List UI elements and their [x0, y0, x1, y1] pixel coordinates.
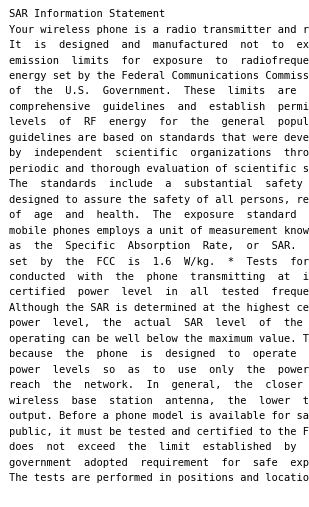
Text: guidelines are based on standards that were developed: guidelines are based on standards that w…	[9, 133, 309, 143]
Text: set  by  the  FCC  is  1.6  W/kg.  *  Tests  for  SAR  are: set by the FCC is 1.6 W/kg. * Tests for …	[9, 257, 309, 267]
Text: SAR Information Statement: SAR Information Statement	[9, 9, 166, 19]
Text: periodic and thorough evaluation of scientific studies.: periodic and thorough evaluation of scie…	[9, 164, 309, 174]
Text: wireless  base  station  antenna,  the  lower  the  power: wireless base station antenna, the lower…	[9, 395, 309, 406]
Text: energy set by the Federal Communications Commission: energy set by the Federal Communications…	[9, 71, 309, 81]
Text: certified  power  level  in  all  tested  frequency  bands.: certified power level in all tested freq…	[9, 287, 309, 298]
Text: Although the SAR is determined at the highest certified: Although the SAR is determined at the hi…	[9, 303, 309, 313]
Text: designed to assure the safety of all persons, regardless: designed to assure the safety of all per…	[9, 195, 309, 205]
Text: reach  the  network.  In  general,  the  closer  you  are  to  a: reach the network. In general, the close…	[9, 380, 309, 390]
Text: conducted  with  the  phone  transmitting  at  its  highest: conducted with the phone transmitting at…	[9, 272, 309, 282]
Text: output. Before a phone model is available for sale to the: output. Before a phone model is availabl…	[9, 411, 309, 421]
Text: levels  of  RF  energy  for  the  general  population.  The: levels of RF energy for the general popu…	[9, 117, 309, 127]
Text: by  independent  scientific  organizations  through: by independent scientific organizations …	[9, 148, 309, 158]
Text: Your wireless phone is a radio transmitter and receiver.: Your wireless phone is a radio transmitt…	[9, 24, 309, 34]
Text: of  the  U.S.  Government.  These  limits  are  part  of: of the U.S. Government. These limits are…	[9, 86, 309, 96]
Text: The tests are performed in positions and locations (e.g.,: The tests are performed in positions and…	[9, 473, 309, 483]
Text: emission  limits  for  exposure  to  radiofrequency  (RF): emission limits for exposure to radiofre…	[9, 55, 309, 65]
Text: because  the  phone  is  designed  to  operate  at  multiple: because the phone is designed to operate…	[9, 349, 309, 359]
Text: does  not  exceed  the  limit  established  by  the: does not exceed the limit established by…	[9, 442, 309, 452]
Text: It  is  designed  and  manufactured  not  to  exceed  the: It is designed and manufactured not to e…	[9, 40, 309, 50]
Text: power  levels  so  as  to  use  only  the  power  required  to: power levels so as to use only the power…	[9, 365, 309, 375]
Text: comprehensive  guidelines  and  establish  permitted: comprehensive guidelines and establish p…	[9, 102, 309, 112]
Text: of  age  and  health.  The  exposure  standard  for  wireless: of age and health. The exposure standard…	[9, 210, 309, 220]
Text: government  adopted  requirement  for  safe  exposure.: government adopted requirement for safe …	[9, 457, 309, 467]
Text: as  the  Specific  Absorption  Rate,  or  SAR.  The  SAR  limit: as the Specific Absorption Rate, or SAR.…	[9, 241, 309, 251]
Text: mobile phones employs a unit of measurement known: mobile phones employs a unit of measurem…	[9, 226, 309, 236]
Text: public, it must be tested and certified to the FCC that it: public, it must be tested and certified …	[9, 427, 309, 437]
Text: operating can be well below the maximum value. This is: operating can be well below the maximum …	[9, 334, 309, 344]
Text: The  standards  include  a  substantial  safety  margin: The standards include a substantial safe…	[9, 179, 309, 189]
Text: power  level,  the  actual  SAR  level  of  the  phone  while: power level, the actual SAR level of the…	[9, 318, 309, 329]
